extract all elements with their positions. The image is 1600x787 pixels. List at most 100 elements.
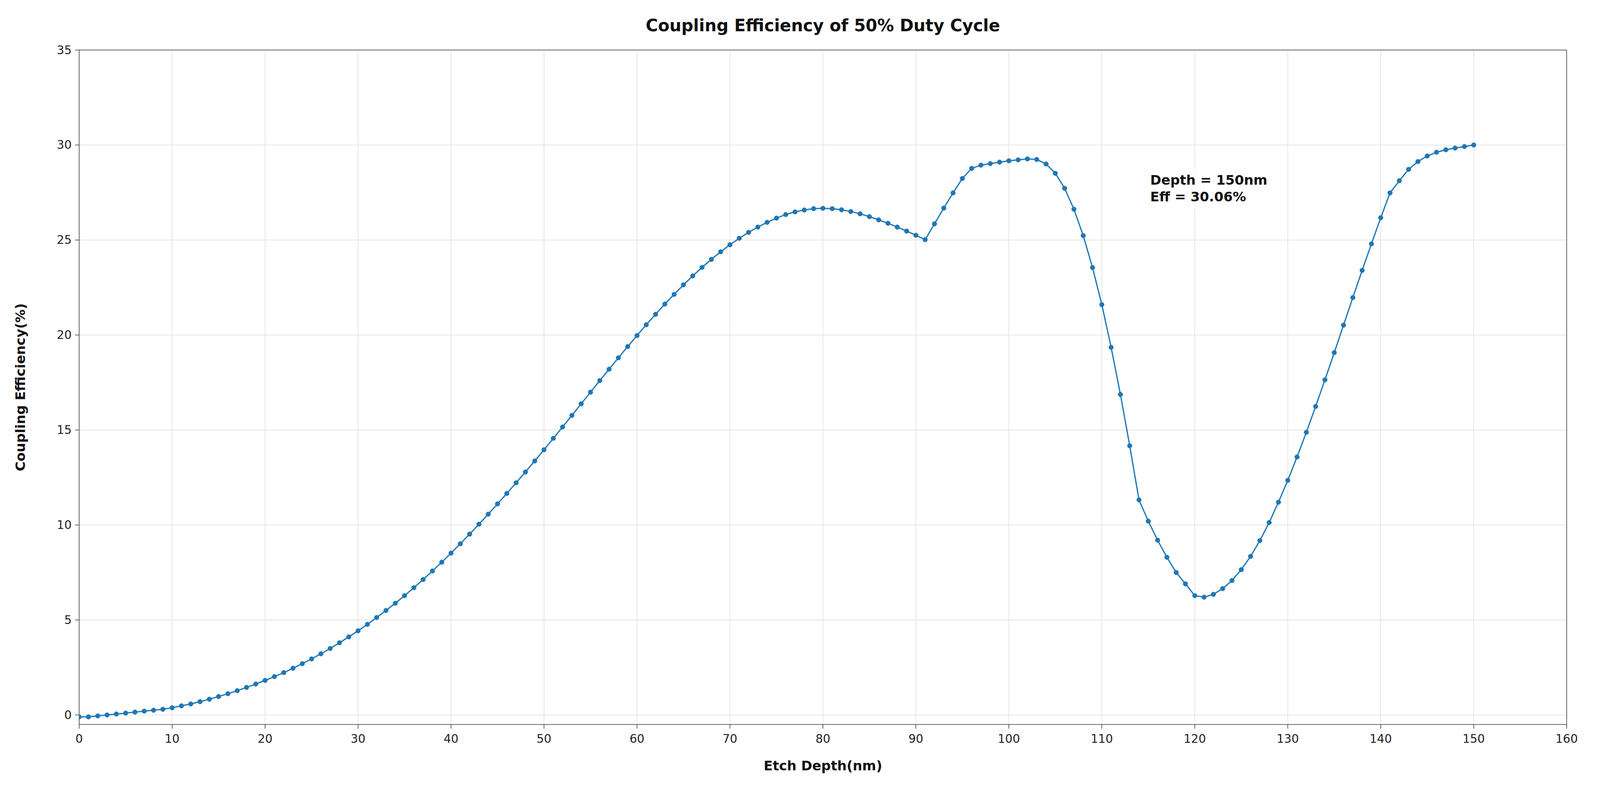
data-point	[811, 206, 816, 211]
data-point	[1183, 581, 1188, 586]
data-point	[709, 257, 714, 262]
data-point	[820, 205, 826, 211]
data-point	[95, 713, 100, 718]
data-point	[783, 212, 788, 217]
y-tick	[75, 239, 80, 241]
data-point	[402, 592, 407, 598]
annotation-line: Depth = 150nm	[1150, 172, 1268, 188]
data-point	[895, 224, 900, 230]
data-point	[960, 176, 965, 181]
x-grid-line	[265, 50, 266, 725]
annotation-box	[1145, 167, 1272, 209]
x-grid-line	[543, 50, 545, 725]
data-point	[830, 206, 835, 211]
x-tick-label: 20	[257, 731, 273, 746]
series	[79, 142, 1476, 719]
x-grid-line	[822, 50, 824, 725]
data-point	[281, 670, 286, 675]
data-point	[1415, 159, 1421, 164]
x-grid-line	[915, 50, 917, 725]
data-point	[653, 311, 658, 317]
data-point	[1015, 157, 1021, 163]
data-point	[1062, 185, 1068, 191]
data-point	[876, 217, 881, 223]
data-point	[737, 235, 742, 241]
x-tick	[915, 724, 917, 729]
data-point	[1462, 144, 1467, 149]
axes: 0102030405060708090100110120130140150160…	[56, 43, 1578, 746]
data-point	[337, 640, 342, 645]
data-point	[997, 159, 1002, 165]
data-point	[950, 190, 956, 195]
y-grid-line	[79, 429, 1567, 431]
data-point	[1406, 167, 1411, 172]
x-tick-label: 0	[75, 731, 83, 746]
x-tick	[1008, 724, 1010, 729]
y-tick-label: 10	[56, 517, 72, 532]
data-point	[727, 242, 733, 248]
x-tick-label: 30	[350, 731, 366, 746]
data-point	[374, 615, 380, 620]
data-point	[1434, 150, 1439, 155]
x-grid-line	[1287, 50, 1289, 725]
data-point	[569, 412, 575, 418]
data-point	[550, 435, 556, 441]
x-tick	[1194, 724, 1196, 729]
x-grid-line	[357, 50, 359, 725]
data-point	[532, 458, 538, 463]
data-point	[1090, 265, 1095, 270]
data-point	[1239, 567, 1244, 572]
x-tick-label: 140	[1369, 731, 1392, 746]
data-point	[1192, 592, 1198, 598]
y-tick-label: 25	[56, 232, 72, 247]
data-point	[690, 273, 695, 278]
data-point	[300, 661, 305, 666]
data-point	[188, 701, 193, 706]
data-point	[578, 401, 584, 406]
plot-frame	[79, 50, 1567, 725]
data-point	[197, 699, 203, 704]
data-point	[904, 228, 909, 234]
data-point	[597, 378, 603, 383]
data-point	[932, 221, 937, 227]
data-point	[987, 161, 993, 166]
data-point	[1276, 499, 1281, 505]
data-point	[327, 645, 333, 651]
data-point	[420, 577, 426, 582]
data-point	[355, 628, 361, 633]
x-tick	[357, 724, 359, 729]
data-point	[1257, 537, 1263, 543]
x-tick	[729, 724, 731, 729]
x-tick	[450, 724, 452, 729]
y-grid-line	[79, 714, 1567, 715]
data-point	[792, 209, 798, 215]
data-point	[1052, 170, 1058, 176]
data-point	[495, 501, 500, 506]
data-point	[170, 705, 175, 710]
y-grid-line	[79, 144, 1567, 146]
data-point	[1229, 577, 1235, 583]
data-point	[411, 585, 417, 590]
data-point	[616, 355, 621, 360]
annotation: Depth = 150nmEff = 30.06%	[1145, 167, 1272, 209]
x-tick	[543, 724, 545, 729]
data-point	[1443, 147, 1448, 153]
data-point	[1285, 477, 1290, 483]
data-point	[978, 162, 984, 168]
x-tick-label: 100	[997, 731, 1020, 746]
data-point	[644, 322, 649, 328]
data-point	[541, 447, 547, 452]
data-point	[1043, 161, 1049, 167]
x-grid-line	[1194, 50, 1196, 725]
data-point	[179, 703, 184, 708]
data-point	[1304, 430, 1309, 435]
data-point	[467, 531, 473, 537]
x-tick	[265, 724, 266, 729]
data-point	[123, 710, 128, 715]
data-point	[142, 708, 147, 714]
data-point	[1118, 392, 1123, 397]
data-point	[755, 224, 760, 230]
data-point	[430, 568, 435, 573]
data-point	[746, 230, 751, 235]
data-point	[1387, 190, 1393, 195]
